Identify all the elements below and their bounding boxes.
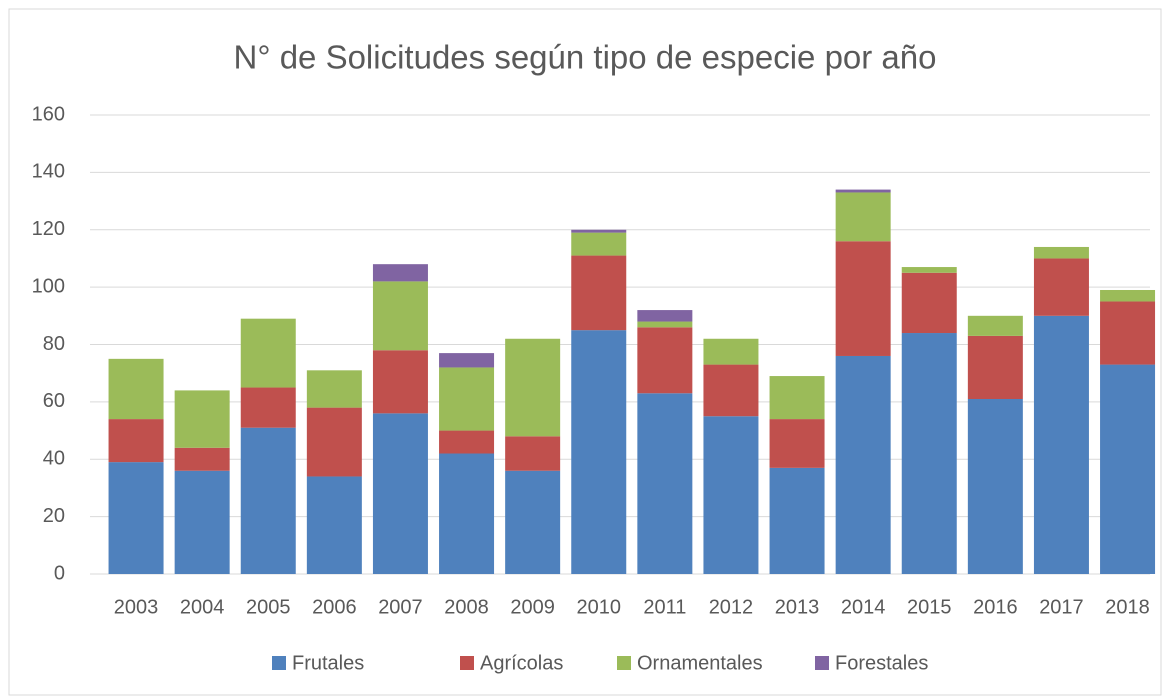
x-tick-label: 2005 xyxy=(246,596,291,618)
bar-segment xyxy=(439,430,495,454)
y-tick-label: 0 xyxy=(54,562,65,584)
y-tick-label: 160 xyxy=(32,103,65,125)
bar-segment xyxy=(174,390,230,448)
y-tick-label: 40 xyxy=(43,448,65,470)
legend-label: Frutales xyxy=(292,652,364,674)
y-tick-label: 100 xyxy=(32,275,65,297)
bar-segment xyxy=(505,470,561,574)
x-tick-label: 2012 xyxy=(709,596,754,618)
x-tick-label: 2006 xyxy=(312,596,357,618)
bar-segment xyxy=(505,436,561,471)
bar-segment xyxy=(637,321,693,328)
bar-segment xyxy=(967,315,1023,336)
x-tick-label: 2014 xyxy=(841,596,886,618)
bar-segment xyxy=(703,364,759,417)
bar-segment xyxy=(835,189,891,193)
chart-title: N° de Solicitudes según tipo de especie … xyxy=(234,39,937,76)
x-tick-label: 2009 xyxy=(510,596,555,618)
bar-segment xyxy=(372,413,428,574)
bar-segment xyxy=(637,393,693,574)
y-tick-label: 60 xyxy=(43,390,65,412)
bar-segment xyxy=(174,447,230,471)
x-tick-label: 2013 xyxy=(775,596,820,618)
bar-segment xyxy=(439,453,495,574)
x-tick-label: 2017 xyxy=(1039,596,1084,618)
bar-segment xyxy=(439,367,495,431)
bar-segment xyxy=(901,267,957,273)
bar-segment xyxy=(637,327,693,394)
bar-segment xyxy=(372,350,428,414)
bar-segment xyxy=(571,330,627,574)
bar-segment xyxy=(703,416,759,574)
x-tick-label: 2008 xyxy=(444,596,489,618)
bar-segment xyxy=(240,318,296,388)
bar-segment xyxy=(1033,246,1089,259)
x-tick-label: 2018 xyxy=(1105,596,1150,618)
bar-segment xyxy=(901,272,957,334)
x-tick-label: 2010 xyxy=(577,596,622,618)
bar-segment xyxy=(306,370,362,408)
bar-segment xyxy=(240,387,296,428)
legend-swatch xyxy=(460,656,474,670)
bar-segment xyxy=(769,419,825,468)
bar-segment xyxy=(571,229,627,233)
bar-segment xyxy=(835,241,891,356)
bar-segment xyxy=(769,376,825,420)
bar-segment xyxy=(1100,364,1156,574)
y-tick-label: 80 xyxy=(43,333,65,355)
bar-segment xyxy=(372,264,428,282)
y-tick-label: 20 xyxy=(43,505,65,527)
bar-segment xyxy=(835,355,891,574)
legend-label: Agrícolas xyxy=(480,652,563,674)
bar-segment xyxy=(571,255,627,331)
bar-segment xyxy=(240,427,296,574)
x-tick-label: 2015 xyxy=(907,596,952,618)
y-tick-label: 120 xyxy=(32,218,65,240)
x-tick-label: 2004 xyxy=(180,596,225,618)
bar-segment xyxy=(306,476,362,574)
x-tick-label: 2003 xyxy=(114,596,159,618)
bar-segment xyxy=(703,338,759,365)
bar-segment xyxy=(108,358,164,420)
bar-segment xyxy=(108,419,164,463)
y-tick-label: 140 xyxy=(32,161,65,183)
x-tick-label: 2016 xyxy=(973,596,1018,618)
bar-segment xyxy=(967,335,1023,400)
legend-label: Forestales xyxy=(835,652,928,674)
legend-label: Ornamentales xyxy=(637,652,763,674)
bar-segment xyxy=(505,338,561,437)
bar-segment xyxy=(637,310,693,322)
bar-segment xyxy=(306,407,362,477)
x-tick-label: 2007 xyxy=(378,596,423,618)
bar-segment xyxy=(835,192,891,242)
bar-segment xyxy=(1033,315,1089,574)
legend-swatch xyxy=(617,656,631,670)
bar-segment xyxy=(108,462,164,574)
bar-segment xyxy=(372,281,428,351)
bar-segment xyxy=(901,333,957,574)
bar-segment xyxy=(769,467,825,574)
bar-segment xyxy=(1033,258,1089,316)
bar-segment xyxy=(439,353,495,368)
bar-segment xyxy=(174,470,230,574)
legend-swatch xyxy=(272,656,286,670)
bar-segment xyxy=(571,232,627,256)
bar-segment xyxy=(967,399,1023,574)
x-tick-label: 2011 xyxy=(643,596,686,618)
legend-swatch xyxy=(815,656,829,670)
bar-segment xyxy=(1100,289,1156,302)
bar-segment xyxy=(1100,301,1156,365)
